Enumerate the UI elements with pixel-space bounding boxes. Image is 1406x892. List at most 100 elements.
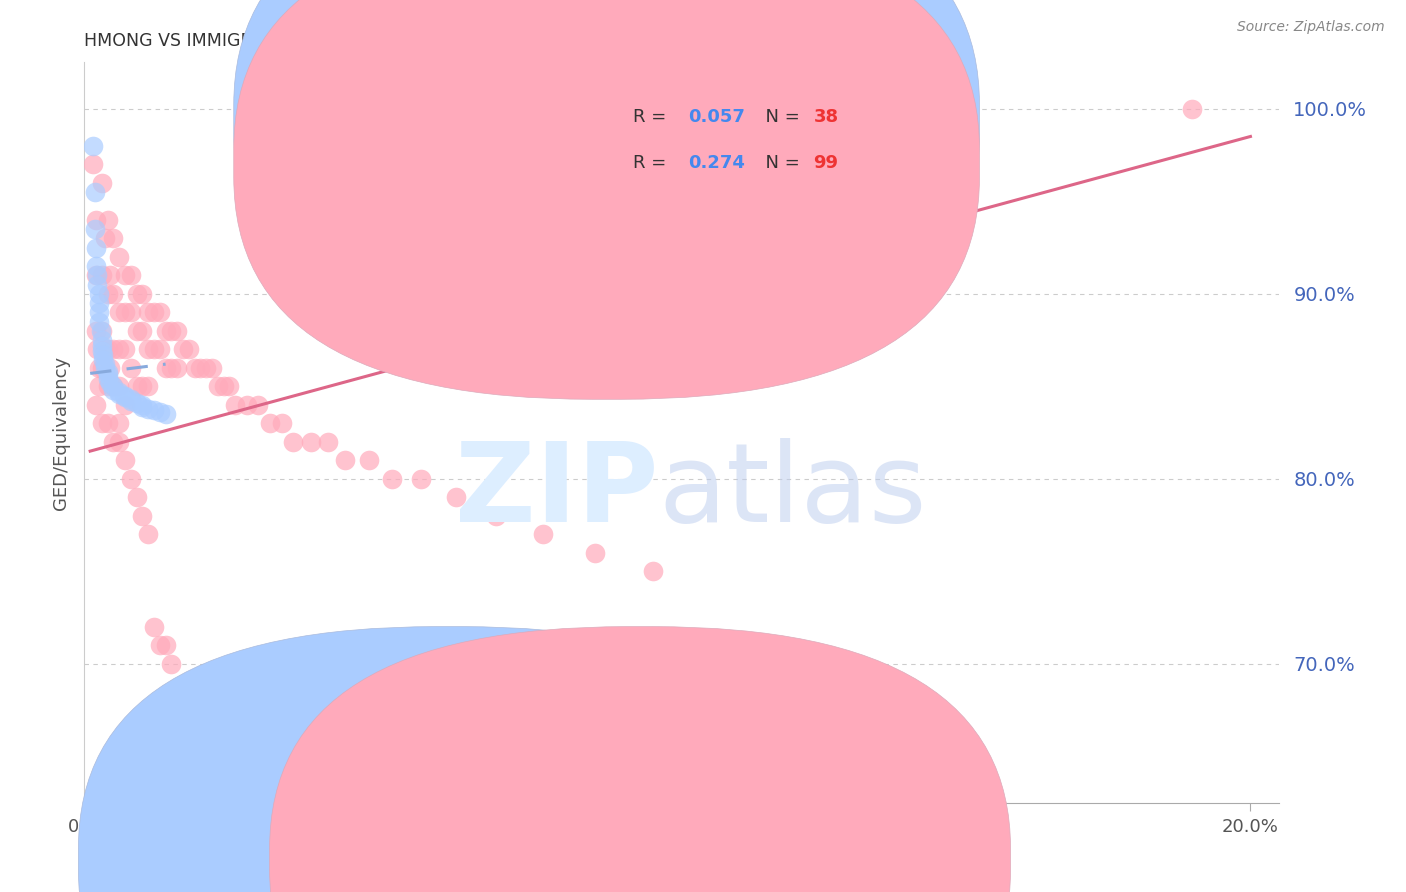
Point	[108, 434, 131, 449]
Point	[583, 546, 606, 560]
Point	[97, 368, 120, 383]
Point	[86, 268, 108, 283]
Point	[93, 343, 115, 357]
Point	[87, 286, 110, 301]
Point	[93, 357, 115, 371]
Point	[84, 240, 107, 254]
Point	[90, 324, 112, 338]
Point	[149, 639, 172, 653]
Text: Immigrants from Ghana: Immigrants from Ghana	[661, 849, 876, 867]
Point	[97, 286, 120, 301]
Point	[83, 185, 105, 199]
Point	[299, 434, 322, 449]
Point	[114, 389, 136, 403]
Point	[316, 434, 339, 449]
Point	[108, 417, 131, 431]
Point	[172, 343, 194, 357]
Text: 38: 38	[814, 108, 838, 127]
Point	[190, 360, 212, 375]
Point	[131, 508, 153, 523]
Point	[172, 694, 194, 708]
Text: Source: ZipAtlas.com: Source: ZipAtlas.com	[1237, 20, 1385, 34]
Point	[155, 324, 177, 338]
Point	[131, 324, 153, 338]
Point	[84, 324, 107, 338]
Point	[166, 694, 188, 708]
Point	[114, 453, 136, 467]
Point	[381, 472, 404, 486]
Text: R =: R =	[633, 108, 672, 127]
Point	[97, 343, 120, 357]
Point	[108, 379, 131, 393]
Text: Hmong: Hmong	[470, 849, 534, 867]
Point	[84, 259, 107, 273]
Point	[93, 231, 115, 245]
Point	[87, 360, 110, 375]
Point	[86, 343, 108, 357]
Point	[212, 379, 235, 393]
Point	[90, 324, 112, 338]
Point	[86, 277, 108, 292]
Point	[166, 324, 188, 338]
Point	[114, 305, 136, 319]
Point	[103, 434, 125, 449]
FancyBboxPatch shape	[79, 626, 820, 892]
Text: N =: N =	[754, 108, 806, 127]
Point	[90, 268, 112, 283]
Point	[125, 324, 148, 338]
Text: 0.274: 0.274	[688, 154, 745, 172]
Point	[236, 398, 259, 412]
Point	[108, 384, 131, 399]
Point	[125, 491, 148, 505]
Text: atlas: atlas	[658, 438, 927, 545]
Y-axis label: GED/Equivalency: GED/Equivalency	[52, 356, 70, 509]
Point	[90, 333, 112, 347]
Point	[93, 360, 115, 375]
Point	[120, 268, 142, 283]
Point	[82, 138, 104, 153]
Point	[143, 403, 166, 417]
Point	[143, 343, 166, 357]
Point	[270, 417, 292, 431]
Point	[1181, 102, 1204, 116]
Point	[143, 305, 166, 319]
Point	[155, 639, 177, 653]
Point	[90, 344, 112, 359]
Point	[207, 379, 229, 393]
Point	[87, 305, 110, 319]
Point	[97, 365, 120, 379]
Point	[103, 379, 125, 393]
Point	[120, 305, 142, 319]
Text: N =: N =	[754, 154, 806, 172]
Point	[143, 620, 166, 634]
Point	[87, 314, 110, 328]
Point	[97, 379, 120, 393]
Point	[97, 417, 120, 431]
Point	[108, 305, 131, 319]
Point	[87, 379, 110, 393]
Point	[84, 268, 107, 283]
Point	[103, 286, 125, 301]
Point	[108, 343, 131, 357]
Point	[131, 400, 153, 414]
Point	[247, 398, 270, 412]
Point	[84, 212, 107, 227]
Point	[120, 472, 142, 486]
Point	[114, 391, 136, 405]
Point	[485, 508, 508, 523]
FancyBboxPatch shape	[270, 626, 1011, 892]
Point	[90, 360, 112, 375]
FancyBboxPatch shape	[233, 0, 980, 400]
Point	[125, 286, 148, 301]
Point	[155, 407, 177, 421]
Point	[283, 434, 305, 449]
Text: ZIP: ZIP	[454, 438, 658, 545]
Point	[90, 417, 112, 431]
Point	[160, 360, 183, 375]
Point	[120, 360, 142, 375]
Point	[409, 472, 432, 486]
Point	[91, 348, 114, 362]
Point	[160, 324, 183, 338]
Point	[82, 157, 104, 171]
Point	[120, 394, 142, 409]
